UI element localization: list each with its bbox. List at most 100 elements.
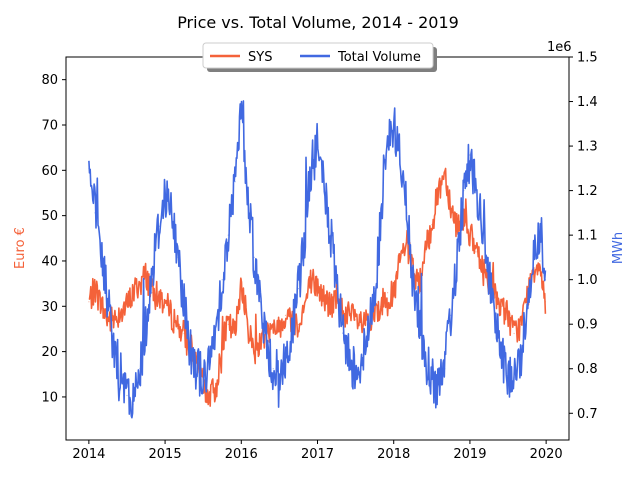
data-point-sys [444, 169, 446, 171]
data-point-sys [284, 314, 287, 316]
y-axis-left-label: Euro € [13, 227, 28, 269]
data-point-sys [151, 292, 153, 294]
y-right-tick-label: 1.5 [577, 51, 598, 66]
legend-label-total-volume: Total Volume [337, 50, 421, 65]
data-point-sys [348, 314, 351, 316]
data-point-total-volume [151, 270, 153, 272]
data-point-sys [208, 396, 210, 398]
data-point-sys [246, 323, 248, 325]
x-tick-label: 2015 [149, 447, 182, 462]
data-point-sys [361, 323, 363, 325]
data-point-total-volume [361, 359, 363, 361]
x-tick-label: 2017 [301, 447, 334, 462]
data-point-sys [297, 323, 299, 325]
data-point-total-volume [234, 181, 236, 183]
data-point-sys [482, 269, 484, 271]
data-point-total-volume [94, 212, 96, 214]
data-point-sys [431, 224, 433, 226]
data-point-total-volume [418, 323, 420, 325]
data-point-total-volume [425, 359, 427, 361]
data-point-total-volume [507, 377, 509, 379]
data-point-total-volume [336, 288, 338, 290]
data-point-sys [101, 305, 103, 307]
data-point-sys [278, 323, 280, 325]
data-point-total-volume [126, 394, 128, 397]
data-point-sys [494, 296, 496, 298]
data-point-sys [132, 292, 134, 294]
data-point-sys [272, 332, 274, 335]
data-point-total-volume [253, 256, 255, 258]
y-left-tick-label: 80 [41, 73, 58, 88]
data-point-total-volume [520, 359, 522, 361]
data-point-total-volume [297, 288, 299, 290]
y-right-tick-label: 1.3 [577, 140, 598, 155]
data-point-total-volume [101, 256, 103, 258]
data-point-total-volume [513, 377, 515, 379]
data-point-total-volume [450, 314, 452, 316]
data-point-sys [342, 310, 344, 312]
data-point-sys [158, 296, 160, 298]
data-point-sys [501, 305, 503, 307]
data-point-total-volume [342, 332, 344, 334]
data-point-total-volume [139, 368, 141, 370]
data-point-total-volume [88, 167, 90, 169]
data-point-total-volume [456, 256, 458, 258]
chart-title: Price vs. Total Volume, 2014 - 2019 [177, 13, 459, 32]
data-point-total-volume [494, 323, 496, 325]
data-point-total-volume [393, 123, 395, 125]
legend: SYS Total Volume [202, 42, 437, 72]
data-point-sys [170, 314, 172, 316]
data-point-total-volume [539, 225, 541, 227]
y-axis-right-label: MWh [611, 232, 626, 264]
x-tick-label: 2020 [530, 447, 563, 462]
data-point-sys [177, 323, 179, 325]
y-left-tick-label: 50 [41, 209, 58, 224]
y-right-tick-label: 1.0 [577, 273, 598, 288]
data-point-total-volume [412, 279, 414, 281]
data-point-sys [120, 310, 122, 312]
data-point-total-volume [158, 225, 160, 227]
data-point-total-volume [399, 154, 401, 156]
data-point-sys [310, 278, 312, 280]
x-tick-label: 2016 [225, 447, 258, 462]
data-point-total-volume [177, 256, 179, 258]
data-point-sys [139, 283, 141, 285]
y-right-tick-label: 1.2 [577, 184, 598, 199]
y-left-tick-label: 60 [41, 164, 58, 179]
data-point-total-volume [475, 190, 477, 192]
data-point-sys [539, 260, 541, 262]
data-point-total-volume [488, 279, 490, 281]
data-point-total-volume [526, 301, 528, 303]
data-point-total-volume [202, 377, 204, 379]
x-axis: 2014 2015 2016 2017 2018 2019 2020 [72, 440, 563, 462]
data-point-total-volume [284, 359, 287, 361]
data-point-total-volume [265, 345, 267, 348]
data-point-sys [221, 342, 223, 344]
data-point-total-volume [189, 345, 191, 348]
data-point-total-volume [437, 386, 439, 388]
data-point-total-volume [501, 359, 503, 361]
data-point-sys [145, 274, 147, 276]
data-point-sys [355, 319, 357, 321]
data-point-total-volume [221, 279, 223, 281]
data-point-total-volume [291, 332, 293, 334]
data-point-sys [94, 287, 96, 289]
data-point-sys [469, 233, 471, 235]
y-axis-left: 10 20 30 40 50 60 70 80 [41, 73, 66, 405]
data-point-sys [374, 314, 376, 316]
data-point-total-volume [463, 190, 465, 192]
data-point-total-volume [196, 368, 198, 370]
data-point-sys [450, 206, 452, 208]
data-point-total-volume [259, 301, 261, 303]
data-point-total-volume [303, 234, 306, 236]
data-point-total-volume [240, 109, 242, 111]
data-point-total-volume [132, 403, 134, 405]
data-point-sys [520, 323, 522, 325]
data-point-total-volume [215, 323, 217, 325]
data-point-total-volume [227, 234, 229, 236]
data-point-sys [303, 305, 306, 307]
data-point-total-volume [431, 377, 433, 379]
data-point-total-volume [544, 279, 547, 281]
series-line-sys [88, 167, 547, 407]
data-point-total-volume [355, 368, 357, 370]
